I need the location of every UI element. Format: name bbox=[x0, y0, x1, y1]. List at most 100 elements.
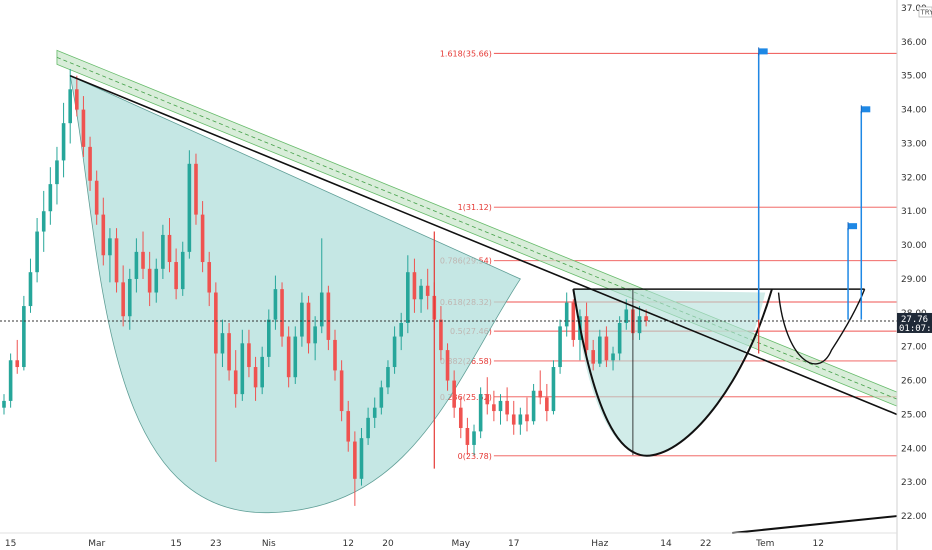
candle bbox=[326, 285, 331, 351]
candle-body bbox=[68, 89, 72, 124]
candle-body bbox=[511, 414, 516, 425]
candle bbox=[472, 424, 476, 456]
candle-body bbox=[247, 343, 251, 368]
candle bbox=[2, 394, 6, 415]
candle bbox=[412, 258, 417, 313]
candle-body bbox=[617, 323, 622, 354]
candle bbox=[518, 407, 523, 435]
x-tick-label: May bbox=[451, 539, 470, 549]
candle-body bbox=[637, 316, 642, 334]
candle-body bbox=[485, 394, 490, 405]
candle-body bbox=[174, 262, 178, 290]
handle-outline bbox=[777, 288, 866, 365]
candle-body bbox=[260, 356, 264, 388]
candle bbox=[359, 428, 364, 486]
candle bbox=[167, 218, 172, 273]
candle-body bbox=[267, 319, 271, 357]
currency-badge bbox=[918, 6, 932, 18]
candle-body bbox=[28, 272, 33, 307]
candle bbox=[492, 390, 496, 422]
candle bbox=[452, 370, 456, 418]
candle bbox=[35, 218, 39, 283]
candle bbox=[637, 306, 642, 340]
candle bbox=[445, 343, 450, 391]
candle bbox=[545, 383, 549, 422]
candle-body bbox=[75, 89, 79, 110]
candle-body bbox=[372, 407, 377, 418]
last-price-value: 27.76 bbox=[901, 315, 928, 325]
candle bbox=[161, 224, 165, 279]
candle bbox=[141, 231, 145, 279]
fib-level-label: 1(31.12) bbox=[458, 203, 492, 212]
candle-body bbox=[386, 367, 390, 388]
candle-body bbox=[531, 390, 536, 422]
cup-outline bbox=[572, 288, 773, 457]
last-price-badge bbox=[897, 312, 932, 333]
candle-body bbox=[319, 292, 324, 327]
candle-body bbox=[187, 163, 192, 252]
flag-icon bbox=[860, 105, 871, 114]
candle-body bbox=[273, 289, 278, 320]
candle-body bbox=[233, 370, 238, 395]
candle bbox=[207, 251, 212, 307]
candle-body bbox=[61, 123, 66, 161]
candle-body bbox=[458, 407, 463, 428]
candle bbox=[61, 102, 66, 178]
candle bbox=[194, 153, 198, 225]
candle bbox=[48, 167, 53, 225]
candle-body bbox=[286, 336, 291, 378]
y-tick-label: 32.00 bbox=[901, 173, 927, 183]
candle bbox=[8, 353, 13, 408]
y-tick-label: 23.00 bbox=[901, 478, 927, 488]
candle-body bbox=[8, 360, 13, 401]
candle bbox=[538, 370, 543, 405]
candle-body bbox=[41, 211, 46, 232]
candle-body bbox=[624, 309, 629, 323]
candle-body bbox=[161, 234, 165, 269]
candle-body bbox=[154, 268, 159, 293]
candle-body bbox=[306, 302, 311, 344]
candle-body bbox=[55, 160, 59, 185]
candle bbox=[174, 248, 178, 300]
candle bbox=[286, 326, 291, 388]
candle-body bbox=[22, 306, 26, 368]
candle-body bbox=[412, 272, 417, 300]
candle-body bbox=[505, 400, 509, 415]
candle-body bbox=[353, 441, 357, 479]
candle bbox=[379, 380, 384, 415]
x-tick-label: Tem bbox=[755, 539, 774, 549]
candle-body bbox=[200, 214, 205, 263]
candle-body bbox=[452, 380, 456, 408]
candle-body bbox=[240, 343, 245, 395]
candle bbox=[273, 275, 278, 330]
neckline-trendline bbox=[69, 75, 898, 416]
candle-body bbox=[399, 323, 403, 337]
candle-body bbox=[392, 336, 397, 368]
candle-body bbox=[167, 234, 172, 263]
candle-body bbox=[2, 400, 6, 408]
candle-body bbox=[94, 180, 99, 215]
candle bbox=[313, 316, 317, 361]
currency-label: TRY bbox=[920, 9, 932, 17]
candle bbox=[478, 387, 483, 439]
flag-icon bbox=[758, 47, 768, 56]
candle-body bbox=[141, 251, 145, 269]
candle bbox=[293, 326, 298, 384]
candle-body bbox=[379, 387, 384, 408]
candle bbox=[333, 329, 337, 381]
candle-body bbox=[465, 428, 470, 445]
y-tick-label: 35.00 bbox=[901, 72, 927, 82]
x-tick-label: 15 bbox=[5, 539, 16, 549]
candle-body bbox=[492, 404, 496, 412]
candle bbox=[220, 319, 225, 368]
candle bbox=[611, 346, 615, 371]
candle-body bbox=[472, 431, 476, 445]
candle-body bbox=[584, 316, 589, 351]
candle bbox=[584, 302, 589, 357]
candle-body bbox=[445, 350, 450, 381]
x-tick-label: 17 bbox=[508, 539, 519, 549]
y-tick-label: 33.00 bbox=[901, 139, 927, 149]
candle bbox=[227, 323, 231, 381]
